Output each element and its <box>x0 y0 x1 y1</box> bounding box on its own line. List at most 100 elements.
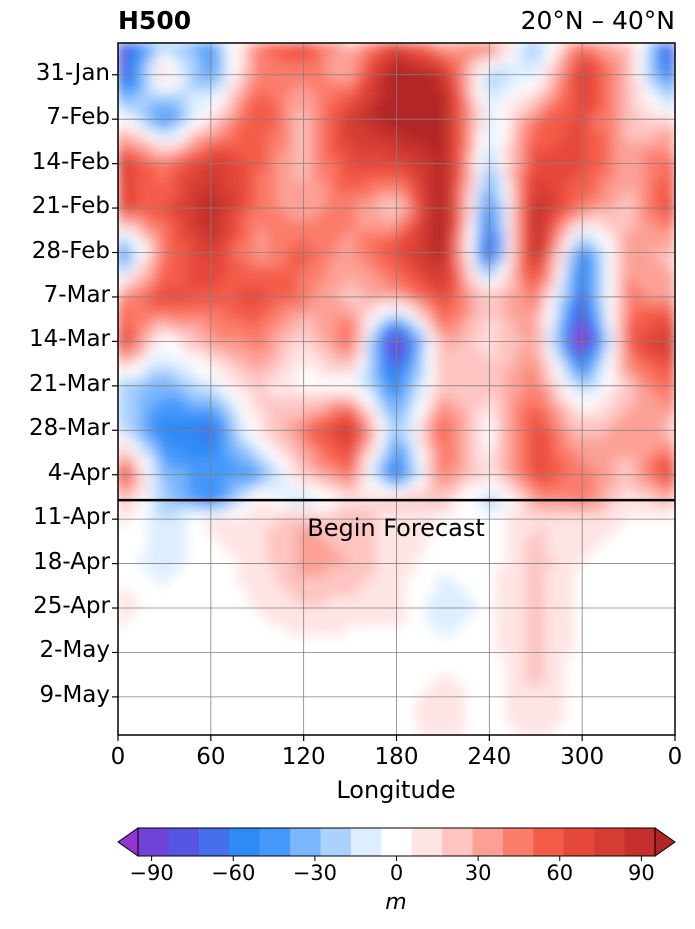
field-cell <box>256 586 268 598</box>
field-cell <box>475 180 487 192</box>
field-cell <box>306 378 318 390</box>
field-cell <box>118 358 129 370</box>
field-cell <box>118 309 129 321</box>
field-cell <box>127 388 139 400</box>
field-cell <box>296 526 308 538</box>
field-cell <box>207 497 218 509</box>
field-cell <box>654 467 666 479</box>
field-cell <box>396 131 407 143</box>
field-cell <box>634 250 646 261</box>
field-cell <box>177 62 189 74</box>
field-cell <box>286 437 298 449</box>
field-cell <box>614 111 626 123</box>
field-cell <box>435 695 447 706</box>
field-cell <box>664 546 675 558</box>
field-cell <box>386 418 397 430</box>
field-cell <box>177 566 189 578</box>
field-cell <box>455 240 467 252</box>
field-cell <box>415 72 427 84</box>
field-cell <box>485 72 497 84</box>
field-cell <box>465 714 477 726</box>
field-cell <box>147 695 159 706</box>
field-cell <box>664 428 675 439</box>
field-cell <box>366 507 378 518</box>
field-cell <box>336 714 348 726</box>
field-cell <box>555 349 566 360</box>
field-cell <box>127 82 139 93</box>
field-cell <box>535 62 547 74</box>
field-cell <box>207 526 218 538</box>
field-cell <box>376 250 387 261</box>
field-cell <box>545 645 557 657</box>
field-cell <box>386 487 397 499</box>
field-cell <box>137 200 149 212</box>
field-cell <box>316 724 328 735</box>
field-cell <box>157 724 169 735</box>
field-cell <box>177 556 189 568</box>
field-cell <box>316 586 328 598</box>
field-cell <box>604 43 616 54</box>
field-cell <box>614 596 626 607</box>
field-cell <box>118 714 129 726</box>
field-cell <box>167 497 179 509</box>
field-cell <box>276 240 288 252</box>
field-cell <box>475 497 487 509</box>
field-cell <box>326 220 338 232</box>
field-cell <box>465 329 477 341</box>
field-cell <box>664 190 675 202</box>
field-cell <box>525 675 537 687</box>
field-cell <box>386 556 397 568</box>
field-cell <box>455 398 467 410</box>
field-cell <box>485 497 497 509</box>
field-cell <box>525 200 537 212</box>
field-cell <box>217 260 228 271</box>
field-cell <box>575 111 586 123</box>
field-cell <box>505 190 517 202</box>
field-cell <box>356 329 368 341</box>
field-cell <box>266 240 278 252</box>
field-cell <box>236 180 248 192</box>
field-cell <box>644 200 656 212</box>
field-cell <box>326 665 338 677</box>
field-cell <box>286 714 298 726</box>
field-cell <box>187 200 198 212</box>
field-cell <box>336 210 348 222</box>
field-cell <box>565 151 576 163</box>
field-cell <box>435 437 447 449</box>
field-cell <box>386 180 397 192</box>
field-cell <box>286 517 298 528</box>
field-cell <box>515 368 527 380</box>
field-cell <box>604 260 616 271</box>
field-cell <box>376 507 387 518</box>
field-cell <box>495 477 507 489</box>
field-cell <box>246 398 258 410</box>
field-cell <box>296 457 308 469</box>
field-cell <box>525 467 537 479</box>
field-cell <box>594 566 606 578</box>
field-cell <box>475 91 487 103</box>
field-cell <box>535 606 547 617</box>
field-cell <box>346 724 358 735</box>
field-cell <box>545 171 557 182</box>
field-cell <box>326 724 338 735</box>
field-cell <box>624 62 636 74</box>
field-cell <box>346 161 358 172</box>
field-cell <box>207 62 218 74</box>
field-cell <box>585 615 596 627</box>
field-cell <box>396 91 407 103</box>
field-cell <box>356 596 368 607</box>
field-cell <box>425 695 437 706</box>
field-cell <box>386 250 397 261</box>
field-cell <box>475 724 487 735</box>
field-cell <box>604 230 616 242</box>
field-cell <box>435 536 447 548</box>
field-cell <box>118 625 129 637</box>
field-cell <box>336 418 348 430</box>
field-cell <box>505 467 517 479</box>
field-cell <box>147 665 159 677</box>
colorbar-swatch <box>229 828 261 856</box>
field-cell <box>127 665 139 677</box>
field-cell <box>525 398 537 410</box>
field-cell <box>545 101 557 113</box>
field-cell <box>475 72 487 84</box>
